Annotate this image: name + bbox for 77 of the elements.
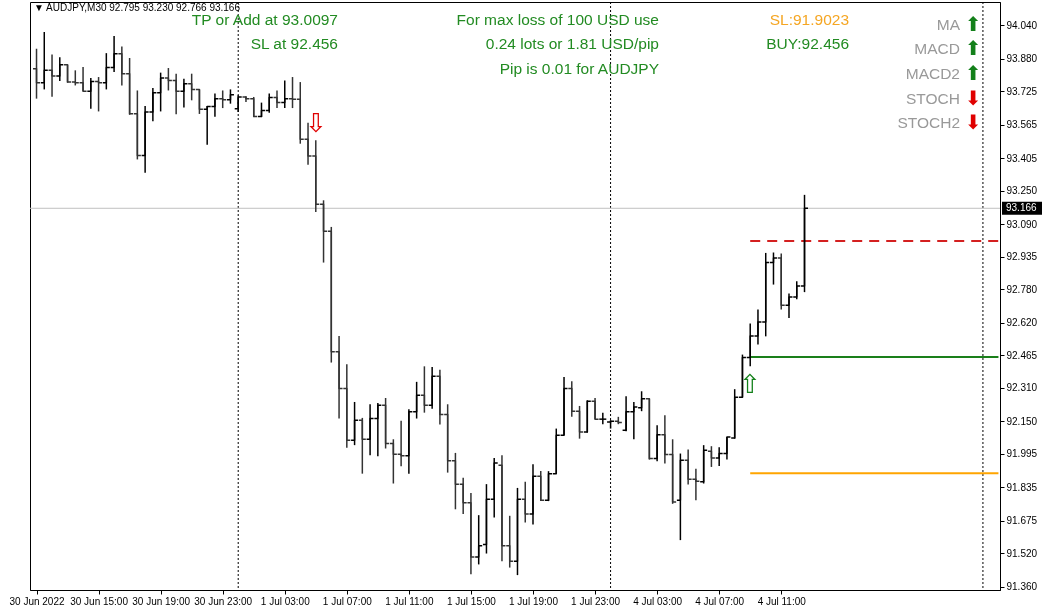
x-tick-label: 1 Jul 23:00 xyxy=(571,595,621,607)
x-tick-label: 30 Jun 15:00 xyxy=(70,595,129,607)
x-tick-label: 30 Jun 2022 xyxy=(9,595,65,607)
annotation: 0.24 lots or 1.81 USD/pip xyxy=(485,35,659,52)
candlestick xyxy=(474,514,483,566)
candlestick xyxy=(513,487,522,576)
annotation: MACD xyxy=(914,40,960,57)
annotation: ⬇ xyxy=(964,86,982,110)
y-tick-label: 93.565 xyxy=(1006,119,1038,131)
y-tick-label: 93.405 xyxy=(1006,152,1038,164)
candlestick xyxy=(652,424,662,463)
candlestick xyxy=(598,412,608,425)
y-tick-label: 93.880 xyxy=(1006,53,1038,65)
annotation: MACD2 xyxy=(905,65,960,82)
annotation: SL at 92.456 xyxy=(250,35,338,52)
candlestick xyxy=(645,397,654,461)
candlestick xyxy=(86,77,96,110)
annotation: ⬇ xyxy=(964,110,982,134)
candlestick xyxy=(280,79,290,109)
candlestick xyxy=(520,481,530,524)
annotation: BUY:92.456 xyxy=(766,35,849,52)
y-tick-label: 92.465 xyxy=(1006,349,1038,361)
candlestick xyxy=(707,445,716,468)
chart-title: ▼ AUDJPY,M30 92.795 93.230 92.766 93.166 xyxy=(34,2,241,13)
annotation: ⇧ xyxy=(739,369,761,399)
annotation: SL:91.9023 xyxy=(769,11,849,28)
candlestick xyxy=(272,89,282,109)
annotation: STOCH xyxy=(906,90,960,107)
candlestick xyxy=(179,77,189,109)
x-tick-label: 30 Jun 23:00 xyxy=(194,595,253,607)
y-tick-label: 91.995 xyxy=(1006,448,1038,460)
y-tick-label: 91.520 xyxy=(1006,547,1038,559)
annotation: ⬆ xyxy=(964,36,982,60)
y-tick-label: 93.725 xyxy=(1006,85,1038,97)
candlestick xyxy=(350,401,359,446)
candlestick xyxy=(358,417,367,475)
annotation: MA xyxy=(936,16,961,33)
candlestick xyxy=(47,53,57,98)
candlestick xyxy=(427,366,437,410)
candlestick xyxy=(536,470,546,502)
y-tick-label: 92.150 xyxy=(1006,415,1038,427)
x-tick-label: 1 Jul 11:00 xyxy=(385,595,434,607)
x-tick-label: 1 Jul 03:00 xyxy=(260,595,311,607)
y-tick-label: 91.675 xyxy=(1006,515,1038,527)
x-tick-label: 4 Jul 11:00 xyxy=(757,595,807,607)
annotation: STOCH2 xyxy=(897,114,960,131)
candlestick xyxy=(55,56,65,82)
x-tick-label: 4 Jul 03:00 xyxy=(633,595,683,607)
y-tick-label: 91.835 xyxy=(1006,481,1038,493)
y-tick-label: 92.935 xyxy=(1006,251,1038,263)
y-tick-label: 93.090 xyxy=(1006,218,1038,230)
candlestick xyxy=(590,397,600,420)
y-tick-label: 91.360 xyxy=(1006,581,1038,593)
y-tick-label: 94.040 xyxy=(1006,19,1038,31)
annotation: TP or Add at 93.0097 xyxy=(191,11,338,28)
y-tick-label: 93.250 xyxy=(1006,185,1038,197)
candlestick xyxy=(776,252,786,311)
ref-line-label: 93.166 xyxy=(1006,202,1038,214)
x-tick-label: 1 Jul 07:00 xyxy=(322,595,373,607)
candlestick xyxy=(583,399,592,434)
candlestick xyxy=(32,48,41,100)
candlestick xyxy=(528,463,538,526)
annotation: ⬆ xyxy=(964,12,982,36)
annotation: Pip is 0.01 for AUDJPY xyxy=(499,60,659,77)
candlestick xyxy=(699,444,708,485)
y-tick-label: 92.780 xyxy=(1006,283,1038,295)
annotation: For max loss of 100 USD use xyxy=(456,11,659,28)
candlestick xyxy=(40,31,49,91)
x-tick-label: 1 Jul 15:00 xyxy=(446,595,497,607)
annotation: ⬆ xyxy=(964,61,982,85)
x-tick-label: 1 Jul 19:00 xyxy=(509,595,559,607)
x-tick-label: 30 Jun 19:00 xyxy=(132,595,191,607)
y-tick-label: 92.310 xyxy=(1006,382,1038,394)
annotation: ⇩ xyxy=(305,108,327,138)
candlestick xyxy=(676,452,685,541)
y-tick-label: 92.620 xyxy=(1006,317,1038,329)
x-tick-label: 4 Jul 07:00 xyxy=(695,595,745,607)
